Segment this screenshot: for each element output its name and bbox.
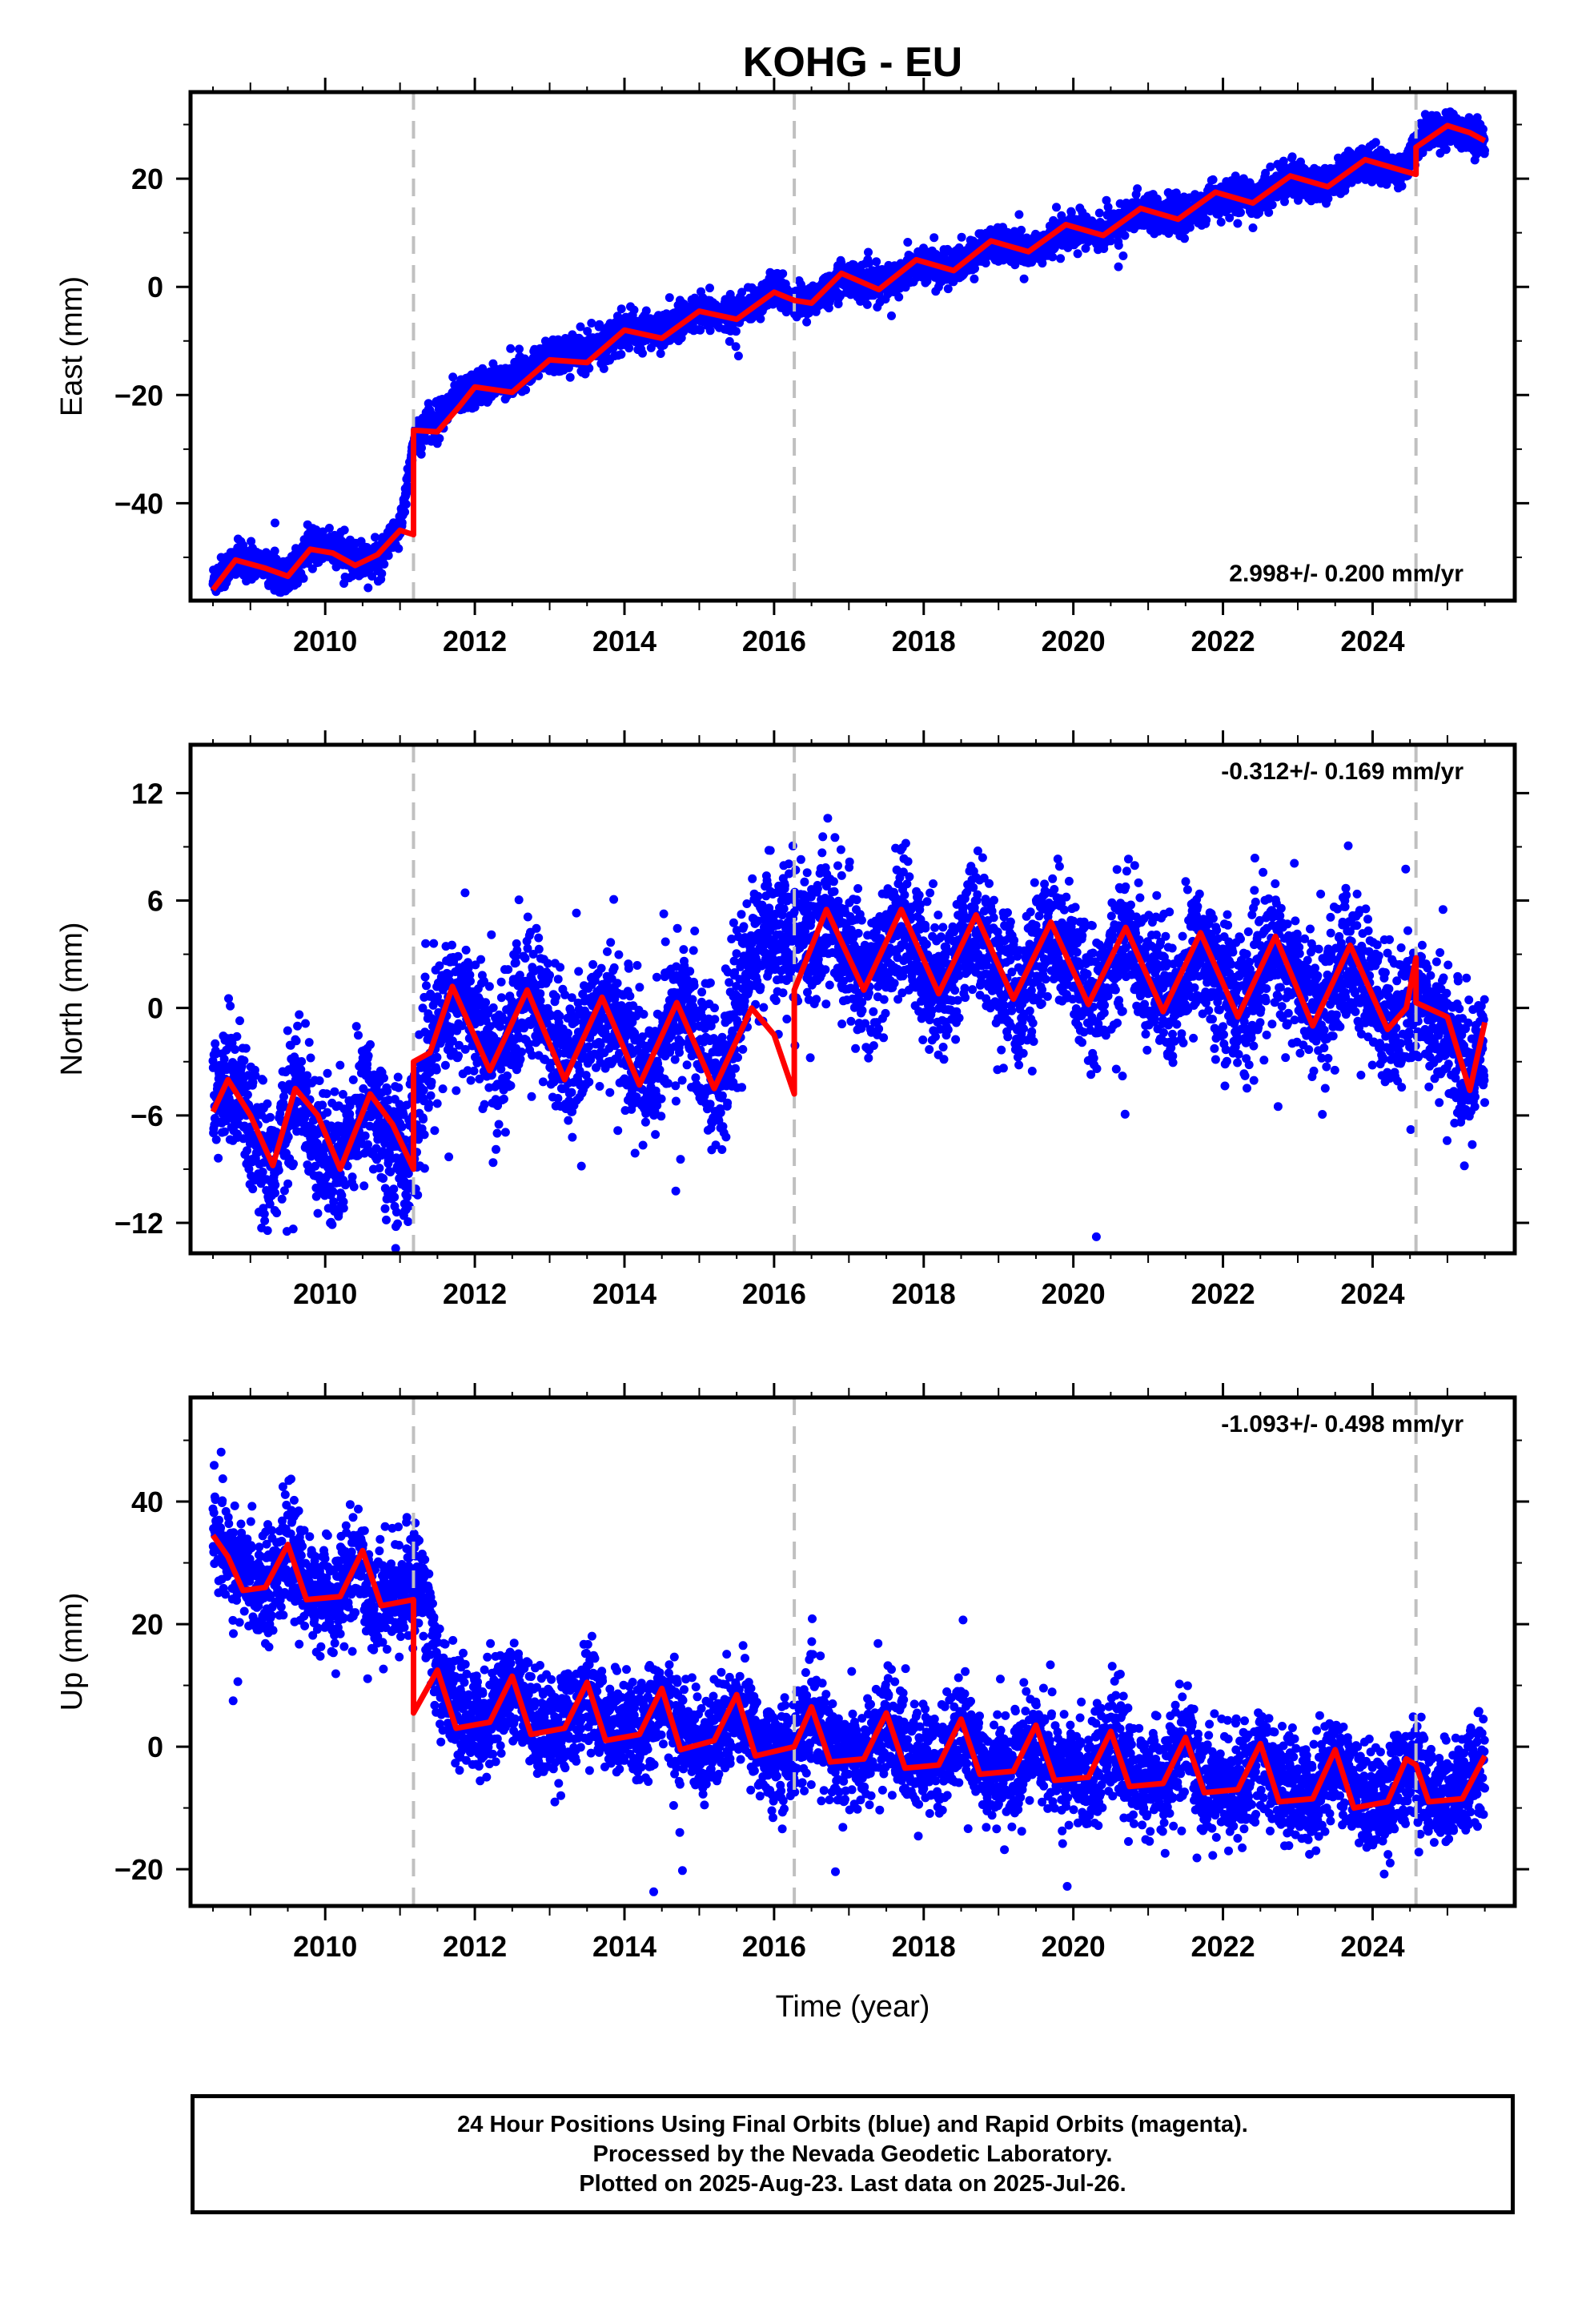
caption-line-3: Plotted on 2025-Aug-23. Last data on 202… xyxy=(579,2169,1126,2199)
caption-line-1: 24 Hour Positions Using Final Orbits (bl… xyxy=(457,2110,1248,2140)
north-xtick-label: 2010 xyxy=(293,1277,357,1310)
north-panel: −12 −6 0 6 12 2010 2012 2014 2016 2018 2020 2022 202… xyxy=(55,730,1529,1401)
up-ylabel: Up (mm) xyxy=(55,1593,89,1711)
up-ytick-label: 40 xyxy=(131,1486,163,1518)
north-rate-label: -0.312+/- 0.169 mm/yr xyxy=(1221,758,1464,785)
east-ylabel: East (mm) xyxy=(55,276,89,416)
up-rate-label: -1.093+/- 0.498 mm/yr xyxy=(1221,1411,1464,1437)
east-rate-label: 2.998+/- 0.200 mm/yr xyxy=(1229,561,1464,587)
north-ytick-label: −6 xyxy=(130,1100,163,1132)
east-ytick-label: −40 xyxy=(114,487,163,520)
north-xtick-label: 2016 xyxy=(742,1277,806,1310)
north-xtick-label: 2024 xyxy=(1340,1277,1404,1310)
east-xtick-label: 2010 xyxy=(293,625,357,657)
north-xtick-label: 2018 xyxy=(892,1277,956,1310)
up-xtick-label: 2022 xyxy=(1191,1930,1255,1963)
east-panel: −40 −20 0 20 2010 2012 2014 2016 2018 2020 2022 202… xyxy=(55,78,1529,657)
up-xtick-label: 2024 xyxy=(1340,1930,1404,1963)
east-xtick-label: 2014 xyxy=(592,625,656,657)
east-xtick-label: 2024 xyxy=(1340,625,1404,657)
north-xtick-label: 2012 xyxy=(443,1277,507,1310)
north-data-points xyxy=(209,814,1490,1401)
north-scatter-points xyxy=(209,814,1490,1401)
up-xtick-label: 2018 xyxy=(892,1930,956,1963)
up-ytick-label: −20 xyxy=(114,1853,163,1886)
north-xtick-label: 2014 xyxy=(592,1277,656,1310)
up-xtick-label: 2012 xyxy=(443,1930,507,1963)
east-ytick-label: 20 xyxy=(131,163,163,195)
north-ytick-label: 0 xyxy=(147,992,163,1025)
east-xtick-label: 2018 xyxy=(892,625,956,657)
east-xtick-label: 2012 xyxy=(443,625,507,657)
north-ytick-label: 6 xyxy=(147,885,163,918)
east-scatter-points xyxy=(209,107,1490,597)
east-xtick-label: 2016 xyxy=(742,625,806,657)
east-ytick-label: −20 xyxy=(114,379,163,412)
chart-title: KOHG - EU xyxy=(743,39,962,86)
caption-line-2: Processed by the Nevada Geodetic Laborat… xyxy=(593,2140,1113,2169)
north-ytick-label: 12 xyxy=(131,777,163,810)
up-data-points xyxy=(209,1448,1490,1946)
up-xtick-label: 2020 xyxy=(1042,1930,1106,1963)
east-data-points xyxy=(209,107,1490,597)
north-ytick-label: −12 xyxy=(114,1207,163,1240)
up-xtick-label: 2016 xyxy=(742,1930,806,1963)
up-xtick-label: 2010 xyxy=(293,1930,357,1963)
up-ytick-label: 0 xyxy=(147,1731,163,1763)
up-ytick-label: 20 xyxy=(131,1608,163,1641)
north-xtick-label: 2022 xyxy=(1191,1277,1255,1310)
north-xtick-label: 2020 xyxy=(1042,1277,1106,1310)
up-xtick-label: 2014 xyxy=(592,1930,656,1963)
x-axis-label: Time (year) xyxy=(776,1990,930,2024)
north-ylabel: North (mm) xyxy=(55,922,89,1076)
up-scatter-points xyxy=(209,1448,1490,1946)
east-xtick-label: 2020 xyxy=(1042,625,1106,657)
east-xtick-label: 2022 xyxy=(1191,625,1255,657)
caption-box: 24 Hour Positions Using Final Orbits (bl… xyxy=(191,2094,1515,2214)
east-ytick-label: 0 xyxy=(147,271,163,304)
up-panel: −20 0 20 40 2010 2012 2014 2016 2018 2020 2022 2024… xyxy=(55,1383,1529,1963)
